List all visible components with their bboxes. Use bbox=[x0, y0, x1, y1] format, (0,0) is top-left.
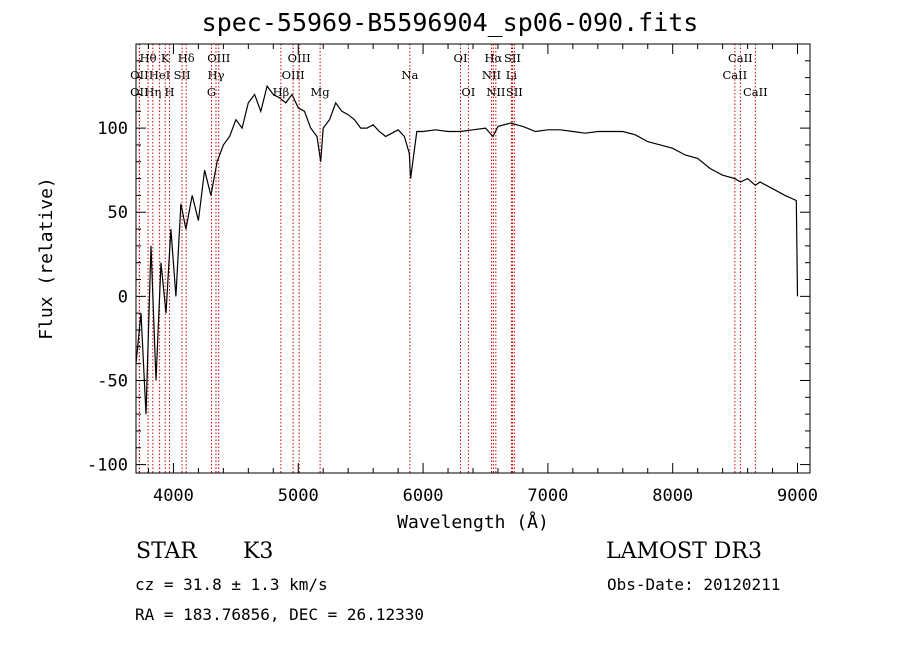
object-type: STAR bbox=[136, 539, 197, 564]
line-label: OII bbox=[130, 85, 149, 99]
line-label: G bbox=[207, 85, 216, 99]
x-tick-label: 8000 bbox=[652, 486, 693, 506]
line-label: Hγ bbox=[208, 68, 225, 82]
survey-label: LAMOST DR3 bbox=[606, 539, 762, 564]
plot-frame bbox=[135, 43, 811, 474]
line-label: CaII bbox=[722, 68, 747, 82]
line-label: H bbox=[165, 85, 175, 99]
y-tick-label: 50 bbox=[108, 203, 128, 223]
line-label: HeI bbox=[149, 68, 170, 82]
line-label: Hη bbox=[144, 85, 161, 99]
line-label: OIII bbox=[288, 51, 311, 65]
line-label: OIII bbox=[282, 68, 305, 82]
sky-coordinates: RA = 183.76856, DEC = 26.12330 bbox=[135, 605, 424, 624]
line-label: SII bbox=[504, 51, 521, 65]
y-tick-label: 0 bbox=[118, 287, 128, 307]
x-tick-label: 4000 bbox=[153, 486, 194, 506]
line-label: Li bbox=[506, 68, 518, 82]
spectrum-line bbox=[136, 84, 799, 415]
x-axis-label: Wavelength (Å) bbox=[397, 511, 549, 533]
observation-date: Obs-Date: 20120211 bbox=[607, 575, 781, 594]
line-label: OI bbox=[454, 51, 468, 65]
line-label: K bbox=[161, 51, 170, 65]
x-tick-label: 5000 bbox=[278, 486, 319, 506]
x-tick-label: 9000 bbox=[777, 486, 818, 506]
y-tick-label: -50 bbox=[97, 371, 128, 391]
line-label: CaII bbox=[728, 51, 753, 65]
line-label: SII bbox=[174, 68, 191, 82]
line-label: CaII bbox=[743, 85, 768, 99]
line-label: Hβ bbox=[273, 85, 290, 99]
line-label: Hδ bbox=[178, 51, 195, 65]
y-axis-label: Flux (relative) bbox=[36, 177, 57, 340]
line-label: NII bbox=[482, 68, 501, 82]
line-label: OIII bbox=[207, 51, 230, 65]
chart-title: spec-55969-B5596904_sp06-090.fits bbox=[201, 8, 699, 37]
line-label: SII bbox=[506, 85, 523, 99]
x-tick-label: 6000 bbox=[403, 486, 444, 506]
object-class: K3 bbox=[243, 539, 274, 564]
line-label: Mg bbox=[311, 85, 331, 99]
line-label: NII bbox=[486, 85, 505, 99]
line-label: Na bbox=[401, 68, 418, 82]
line-label: Hα bbox=[484, 51, 502, 65]
y-tick-label: -100 bbox=[87, 456, 128, 476]
redshift-velocity: cz = 31.8 ± 1.3 km/s bbox=[135, 575, 328, 594]
line-label: OI bbox=[461, 85, 475, 99]
y-tick-label: 100 bbox=[97, 119, 128, 139]
line-label: Hθ bbox=[140, 51, 157, 65]
line-label: OII bbox=[130, 68, 149, 82]
x-tick-label: 7000 bbox=[527, 486, 568, 506]
